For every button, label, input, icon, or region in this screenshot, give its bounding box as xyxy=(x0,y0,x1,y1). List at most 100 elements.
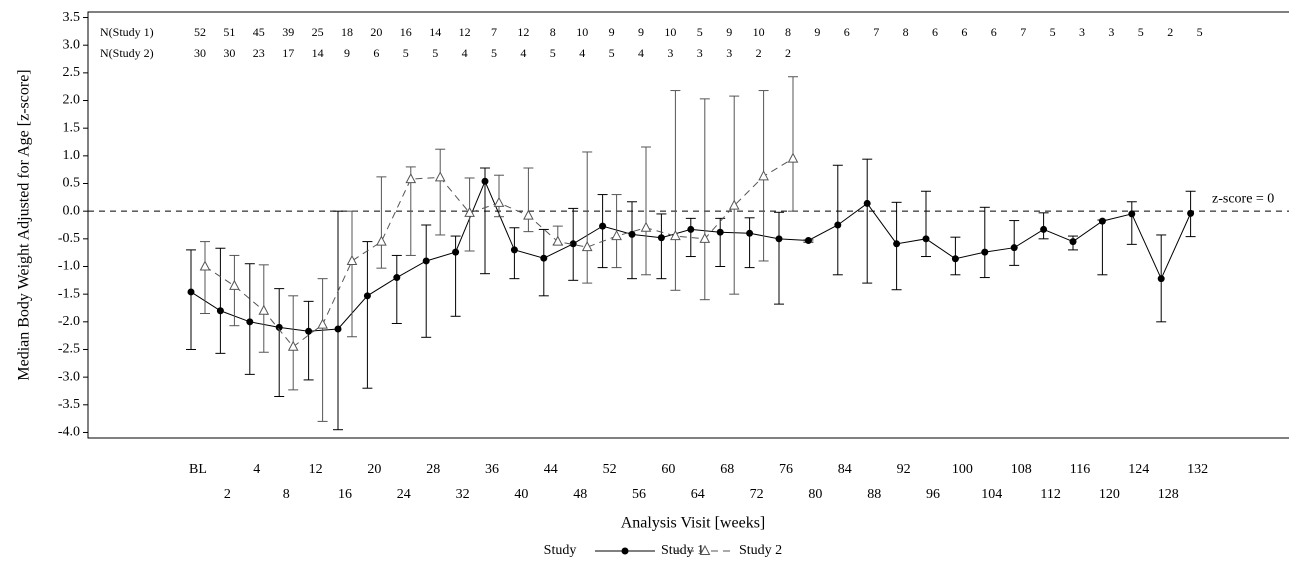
data-point xyxy=(628,230,636,238)
data-point xyxy=(346,254,358,265)
data-point xyxy=(452,248,460,256)
data-point xyxy=(758,170,769,181)
y-axis-label: Median Body Weight Adjusted for Age [z-s… xyxy=(16,69,33,380)
data-point xyxy=(216,307,224,315)
n-count: 6 xyxy=(844,25,850,39)
x-axis-label: Analysis Visit [weeks] xyxy=(621,515,766,532)
n-count: 5 xyxy=(1197,25,1203,39)
y-tick-label: 1.0 xyxy=(63,148,81,163)
y-tick-label: 3.5 xyxy=(63,10,81,25)
x-tick-label: 8 xyxy=(283,487,290,502)
annotation: z-score = 0 xyxy=(1212,191,1274,206)
data-point xyxy=(493,196,505,207)
data-point xyxy=(687,225,695,233)
n-count: 5 xyxy=(1050,25,1056,39)
n-count: 4 xyxy=(462,46,468,60)
n-count: 7 xyxy=(873,25,879,39)
n-count: 5 xyxy=(432,46,438,60)
data-point xyxy=(287,340,299,351)
n-count: 4 xyxy=(520,46,526,60)
x-tick-label: 84 xyxy=(838,462,852,477)
data-point xyxy=(951,255,959,263)
y-tick-label: -2.5 xyxy=(58,342,80,357)
data-point xyxy=(922,235,930,243)
n-count: 16 xyxy=(400,25,412,39)
data-point xyxy=(1128,210,1136,218)
n-count: 52 xyxy=(194,25,206,39)
data-point xyxy=(258,304,270,315)
data-point xyxy=(317,318,328,329)
n-count: 25 xyxy=(312,25,324,39)
n-count: 5 xyxy=(491,46,497,60)
n-count: 5 xyxy=(550,46,556,60)
n-count: 3 xyxy=(667,46,673,60)
n-count: 30 xyxy=(194,46,206,60)
data-point xyxy=(863,199,871,207)
legend-label: Study 2 xyxy=(739,543,782,558)
x-tick-label: 132 xyxy=(1187,462,1208,477)
data-point xyxy=(510,246,518,254)
n-count: 10 xyxy=(576,25,588,39)
x-tick-label: 4 xyxy=(253,462,260,477)
data-point xyxy=(804,236,812,244)
data-point xyxy=(464,206,475,217)
x-tick-label: 44 xyxy=(544,462,558,477)
data-point xyxy=(275,323,283,331)
x-tick-label: 96 xyxy=(926,487,940,502)
data-point xyxy=(834,221,842,229)
n-count: 6 xyxy=(932,25,938,39)
data-point xyxy=(552,235,564,246)
data-point xyxy=(363,292,371,300)
n-count: 3 xyxy=(726,46,732,60)
n-count: 14 xyxy=(312,46,324,60)
x-tick-label: 100 xyxy=(952,462,973,477)
n-count: 2 xyxy=(785,46,791,60)
data-point xyxy=(599,222,607,230)
data-point xyxy=(481,177,489,185)
data-point xyxy=(393,274,401,282)
x-tick-label: 20 xyxy=(367,462,381,477)
y-tick-label: 2.5 xyxy=(63,65,81,80)
data-point xyxy=(1040,225,1048,233)
data-point xyxy=(670,229,681,241)
x-tick-label: 28 xyxy=(426,462,440,477)
data-point xyxy=(187,288,195,296)
data-point xyxy=(229,279,240,290)
n-count: 51 xyxy=(223,25,235,39)
n-count: 5 xyxy=(609,46,615,60)
data-point xyxy=(569,240,577,248)
x-tick-label: 40 xyxy=(514,487,528,502)
y-tick-label: 3.0 xyxy=(63,37,81,52)
n-count: 5 xyxy=(1138,25,1144,39)
n-count: 18 xyxy=(341,25,353,39)
x-tick-label: 104 xyxy=(981,487,1002,502)
data-point xyxy=(728,199,740,210)
n-count: 39 xyxy=(282,25,294,39)
n-count: 6 xyxy=(373,46,379,60)
x-tick-label: 120 xyxy=(1099,487,1120,502)
n-count: 9 xyxy=(609,25,615,39)
n-row-label: N(Study 1) xyxy=(100,25,154,39)
x-tick-label: 68 xyxy=(720,462,734,477)
n-count: 8 xyxy=(903,25,909,39)
x-tick-label: 24 xyxy=(397,487,411,502)
y-tick-label: 2.0 xyxy=(63,93,81,108)
y-tick-label: -3.5 xyxy=(58,397,80,412)
x-tick-label: 60 xyxy=(661,462,675,477)
legend-label: Study 1 xyxy=(661,543,704,558)
x-tick-label: 108 xyxy=(1011,462,1032,477)
data-point xyxy=(422,257,430,265)
data-point xyxy=(1010,244,1018,252)
n-count: 12 xyxy=(459,25,471,39)
legend-title: Study xyxy=(544,543,577,558)
data-point xyxy=(657,234,665,242)
y-tick-label: 0.5 xyxy=(63,176,81,191)
n-count: 9 xyxy=(344,46,350,60)
n-count: 4 xyxy=(638,46,644,60)
n-count: 6 xyxy=(991,25,997,39)
data-point xyxy=(540,254,548,262)
n-count: 9 xyxy=(726,25,732,39)
data-point xyxy=(699,232,711,243)
data-point xyxy=(1157,275,1165,283)
plot-frame xyxy=(87,11,1289,439)
